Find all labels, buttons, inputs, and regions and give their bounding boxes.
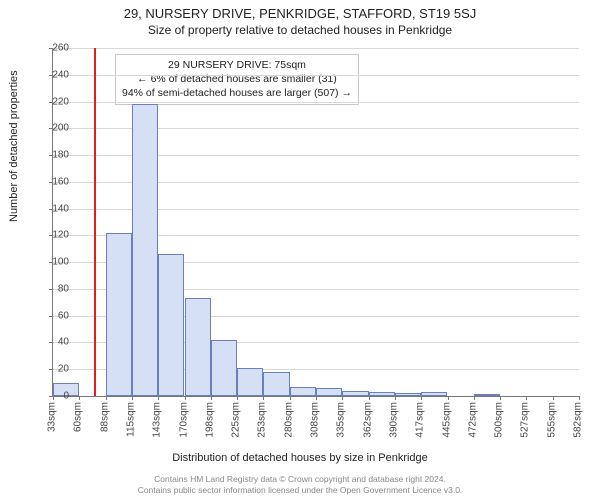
x-tick-mark [448,396,449,400]
x-tick-mark [369,396,370,400]
y-tick-label: 240 [41,69,69,80]
y-tick-label: 60 [41,310,69,321]
x-tick-label: 500sqm [494,402,505,438]
x-tick-mark [158,396,159,400]
callout-line-1: 29 NURSERY DRIVE: 75sqm [122,58,352,72]
x-tick-mark [500,396,501,400]
histogram-bar [185,298,211,396]
x-tick-label: 390sqm [388,402,399,438]
x-tick-mark [395,396,396,400]
histogram-bar [369,392,395,396]
x-tick-label: 60sqm [73,402,84,432]
y-tick-label: 120 [41,230,69,241]
callout-box: 29 NURSERY DRIVE: 75sqm ← 6% of detached… [115,54,359,105]
x-tick-mark [579,396,580,400]
x-tick-mark [106,396,107,400]
y-tick-label: 140 [41,203,69,214]
x-tick-mark [290,396,291,400]
x-tick-label: 308sqm [310,402,321,438]
histogram-bar [106,233,132,396]
callout-line-3: 94% of semi-detached houses are larger (… [122,86,352,100]
x-tick-label: 88sqm [99,402,110,432]
x-tick-label: 225sqm [231,402,242,438]
x-tick-mark [342,396,343,400]
chart-plot-area: 29 NURSERY DRIVE: 75sqm ← 6% of detached… [52,48,579,397]
x-tick-label: 417sqm [415,402,426,438]
x-tick-mark [237,396,238,400]
histogram-bar [316,388,342,396]
histogram-bar [474,394,500,396]
y-tick-label: 220 [41,96,69,107]
y-tick-label: 200 [41,123,69,134]
x-tick-label: 198sqm [204,402,215,438]
x-tick-label: 527sqm [520,402,531,438]
x-tick-label: 143sqm [152,402,163,438]
histogram-bar [421,392,447,396]
x-tick-label: 170sqm [178,402,189,438]
x-axis-label: Distribution of detached houses by size … [0,452,600,464]
x-tick-mark [421,396,422,400]
grid-line [53,75,579,76]
x-tick-mark [553,396,554,400]
histogram-bar [290,387,316,396]
x-tick-mark [263,396,264,400]
y-tick-label: 20 [41,364,69,375]
histogram-bar [132,104,158,396]
x-tick-mark [526,396,527,400]
x-tick-label: 362sqm [362,402,373,438]
footer-line-1: Contains HM Land Registry data © Crown c… [0,474,600,485]
x-tick-mark [79,396,80,400]
x-tick-mark [474,396,475,400]
x-tick-label: 115sqm [125,402,136,437]
histogram-bar [395,393,421,396]
y-tick-label: 180 [41,150,69,161]
x-tick-label: 280sqm [283,402,294,438]
y-tick-label: 40 [41,337,69,348]
x-tick-label: 33sqm [47,402,58,432]
x-tick-label: 253sqm [257,402,268,438]
x-tick-label: 472sqm [467,402,478,438]
x-tick-mark [185,396,186,400]
grid-line [53,48,579,49]
x-tick-label: 582sqm [573,402,584,438]
footer-attribution: Contains HM Land Registry data © Crown c… [0,474,600,496]
chart-container: 29, NURSERY DRIVE, PENKRIDGE, STAFFORD, … [0,0,600,500]
y-tick-label: 260 [41,43,69,54]
title-main: 29, NURSERY DRIVE, PENKRIDGE, STAFFORD, … [0,0,600,21]
x-tick-label: 335sqm [336,402,347,438]
histogram-bar [237,368,263,396]
y-tick-label: 80 [41,283,69,294]
histogram-bar [342,391,368,396]
x-tick-mark [211,396,212,400]
y-tick-label: 100 [41,257,69,268]
histogram-bar [211,340,237,396]
y-axis-label: Number of detached properties [8,70,20,222]
y-tick-label: 160 [41,176,69,187]
reference-line [94,48,96,396]
x-tick-mark [316,396,317,400]
x-tick-label: 445sqm [441,402,452,438]
title-sub: Size of property relative to detached ho… [0,21,600,37]
x-tick-mark [132,396,133,400]
footer-line-2: Contains public sector information licen… [0,485,600,496]
x-tick-label: 555sqm [546,402,557,438]
grid-line [53,102,579,103]
histogram-bar [263,372,289,396]
y-tick-label: 0 [41,391,69,402]
histogram-bar [158,254,184,396]
